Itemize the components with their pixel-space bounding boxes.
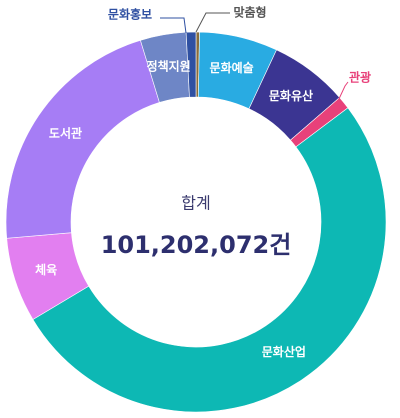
segment-label: 관광 — [349, 70, 371, 85]
segment-label: 체육 — [35, 262, 57, 277]
segment-label: 문화홍보 — [108, 7, 152, 22]
segment-label: 도서관 — [49, 125, 82, 140]
donut-segment — [32, 107, 387, 413]
donut-segment — [5, 39, 160, 239]
segment-label: 문화산업 — [262, 344, 306, 359]
leader-line — [160, 17, 187, 34]
segment-label: 정책지원 — [147, 58, 191, 73]
center-title: 합계 — [181, 194, 210, 213]
center-total: 101,202,072건 — [101, 231, 292, 259]
leader-line — [195, 12, 230, 33]
segment-label: 문화예술 — [210, 60, 254, 75]
leader-line — [337, 81, 349, 102]
segment-label: 문화유산 — [269, 88, 313, 103]
donut-segment — [185, 31, 197, 98]
segment-label: 맞춤형 — [233, 5, 266, 20]
